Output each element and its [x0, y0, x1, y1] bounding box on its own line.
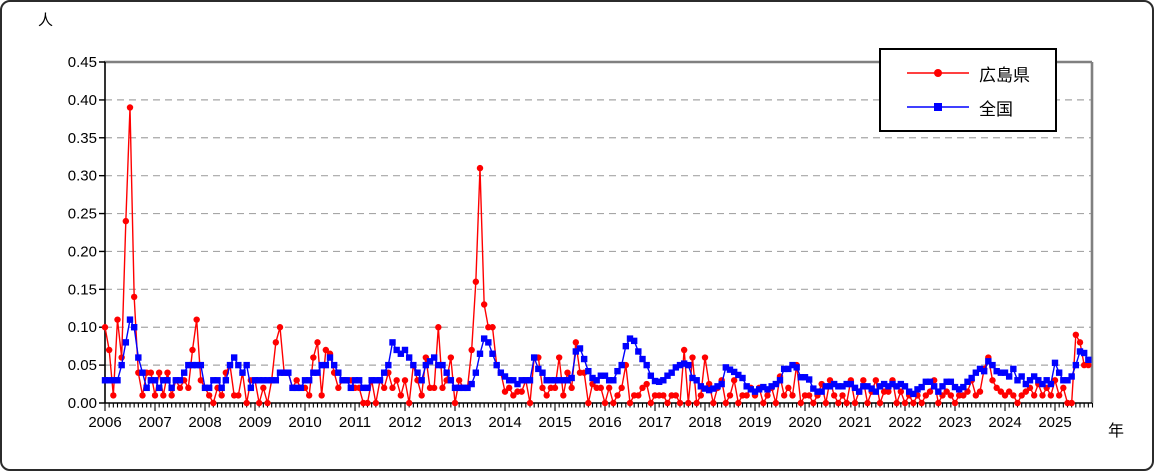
- y-axis-tick-labels: 0.00 0.05 0.10 0.15 0.20 0.25 0.30 0.35 0.40 0.45: [68, 54, 97, 412]
- svg-text:0.10: 0.10: [68, 319, 97, 336]
- svg-text:2018: 2018: [688, 414, 721, 431]
- svg-text:2010: 2010: [288, 414, 321, 431]
- series-hiroshima: [101, 104, 1092, 407]
- svg-text:2006: 2006: [88, 414, 121, 431]
- svg-text:0.45: 0.45: [68, 54, 97, 71]
- svg-text:0.35: 0.35: [68, 130, 97, 147]
- svg-text:2013: 2013: [438, 414, 471, 431]
- svg-text:0.05: 0.05: [68, 357, 97, 374]
- svg-text:2016: 2016: [588, 414, 621, 431]
- legend: 広島県 全国: [879, 48, 1057, 132]
- y-axis-unit-label: 人: [38, 12, 54, 29]
- svg-text:2008: 2008: [188, 414, 221, 431]
- svg-text:2012: 2012: [388, 414, 421, 431]
- svg-text:0.20: 0.20: [68, 243, 97, 260]
- x-axis-unit-label: 年: [1108, 423, 1125, 440]
- svg-text:0.00: 0.00: [68, 395, 97, 412]
- x-axis-tick-labels: 2006 2007 2008 2009 2010 2011 2012 2013 2014 2015…: [88, 414, 1071, 431]
- svg-text:2021: 2021: [838, 414, 871, 431]
- series-zenkoku: [101, 316, 1092, 398]
- blue-square-line-icon: [907, 103, 969, 111]
- svg-text:2011: 2011: [339, 414, 371, 431]
- legend-label-hiroshima: 広島県: [979, 65, 1030, 85]
- svg-text:2009: 2009: [238, 414, 271, 431]
- svg-text:0.15: 0.15: [68, 281, 97, 298]
- svg-text:2024: 2024: [988, 414, 1021, 431]
- red-circle-line-icon: [907, 69, 969, 77]
- legend-label-zenkoku: 全国: [979, 99, 1013, 119]
- svg-text:2015: 2015: [538, 414, 571, 431]
- svg-text:2014: 2014: [488, 414, 521, 431]
- svg-text:2007: 2007: [138, 414, 171, 431]
- svg-text:2022: 2022: [888, 414, 921, 431]
- svg-text:0.30: 0.30: [68, 168, 97, 185]
- gridlines: [105, 99, 1092, 366]
- legend-item-zenkoku: 全国: [907, 95, 1055, 120]
- svg-text:0.40: 0.40: [68, 92, 97, 109]
- legend-item-hiroshima: 広島県: [907, 61, 1055, 86]
- series-line: [104, 107, 1089, 406]
- svg-text:0.25: 0.25: [68, 206, 97, 223]
- svg-text:2019: 2019: [738, 414, 771, 431]
- svg-text:2025: 2025: [1038, 414, 1071, 431]
- svg-text:2020: 2020: [788, 414, 821, 431]
- svg-text:2017: 2017: [638, 414, 671, 431]
- svg-text:2023: 2023: [938, 414, 971, 431]
